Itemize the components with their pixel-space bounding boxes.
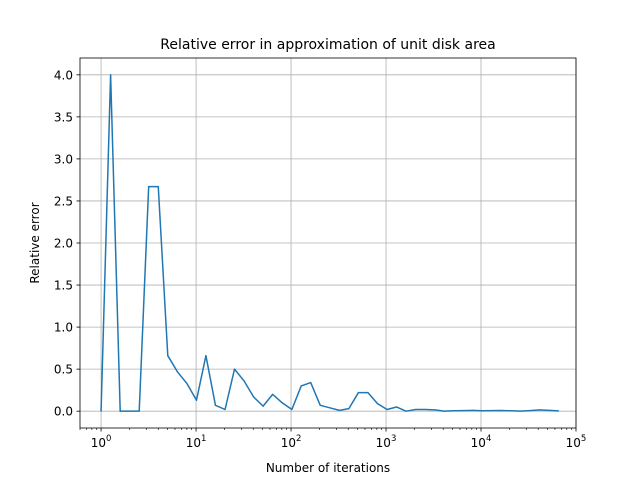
data-point (510, 410, 512, 412)
data-point (519, 410, 522, 412)
data-point (195, 399, 198, 401)
y-tick-label: 3.0 (54, 152, 73, 166)
data-point (453, 410, 455, 412)
data-point (357, 392, 360, 394)
data-point (424, 408, 426, 411)
data-point (281, 402, 283, 404)
data-point (310, 381, 312, 384)
chart-title: Relative error in approximation of unit … (160, 37, 495, 53)
data-point (386, 408, 388, 411)
data-point (157, 186, 159, 188)
data-point (395, 406, 398, 408)
data-point (214, 404, 217, 406)
data-point (138, 410, 140, 412)
data-point (252, 396, 255, 398)
x-tick-label: 103 (376, 434, 397, 450)
x-tick-label: 104 (471, 434, 492, 450)
data-point (548, 409, 550, 411)
data-point (491, 409, 493, 412)
x-tick-label: 100 (91, 434, 112, 450)
data-point (186, 382, 188, 385)
data-point (205, 355, 207, 357)
data-point (529, 409, 531, 412)
data-point (272, 393, 274, 395)
data-point (500, 409, 502, 412)
y-axis-label: Relative error (28, 202, 42, 283)
data-point (119, 410, 121, 412)
data-point (262, 405, 264, 407)
data-point (291, 408, 293, 411)
x-tick-label: 102 (281, 434, 302, 450)
y-tick-label: 2.5 (54, 194, 73, 208)
y-tick-label: 2.0 (54, 237, 73, 251)
y-tick-label: 1.5 (54, 279, 73, 293)
y-tick-label: 0.5 (54, 363, 73, 377)
data-point (243, 380, 245, 382)
data-point (434, 409, 436, 411)
x-tick-label: 101 (186, 434, 207, 450)
data-point (472, 409, 474, 411)
data-point (405, 410, 407, 412)
y-tick-label: 3.5 (54, 110, 73, 124)
data-point (319, 404, 321, 406)
data-point (329, 407, 331, 409)
data-point (167, 355, 169, 357)
data-point (443, 410, 445, 412)
data-point (367, 392, 369, 394)
data-point (148, 186, 150, 188)
x-tick-label: 105 (566, 434, 587, 450)
grid-lines (80, 58, 577, 428)
data-point (481, 410, 483, 412)
data-point (338, 409, 341, 411)
data-point (110, 74, 112, 76)
data-point (415, 408, 417, 411)
y-tick-label: 4.0 (54, 68, 73, 82)
data-point (538, 409, 541, 411)
data-point (348, 408, 350, 410)
data-point (300, 385, 302, 387)
data-point (376, 403, 379, 405)
data-point (129, 410, 131, 412)
axis-ticks: 0.0 0.5 1.0 1.5 2.0 2.5 3.0 3.5 4.0 100 101 102 103 1… (54, 68, 586, 450)
y-tick-label: 0.0 (54, 405, 73, 419)
data-point (176, 371, 178, 373)
y-tick-label: 1.0 (54, 321, 73, 335)
data-point (462, 409, 464, 412)
data-point (224, 408, 226, 411)
data-point (233, 368, 236, 370)
series-layer (100, 74, 560, 412)
data-point (100, 410, 102, 412)
data-point (557, 410, 560, 412)
x-axis-label: Number of iterations (266, 461, 390, 475)
